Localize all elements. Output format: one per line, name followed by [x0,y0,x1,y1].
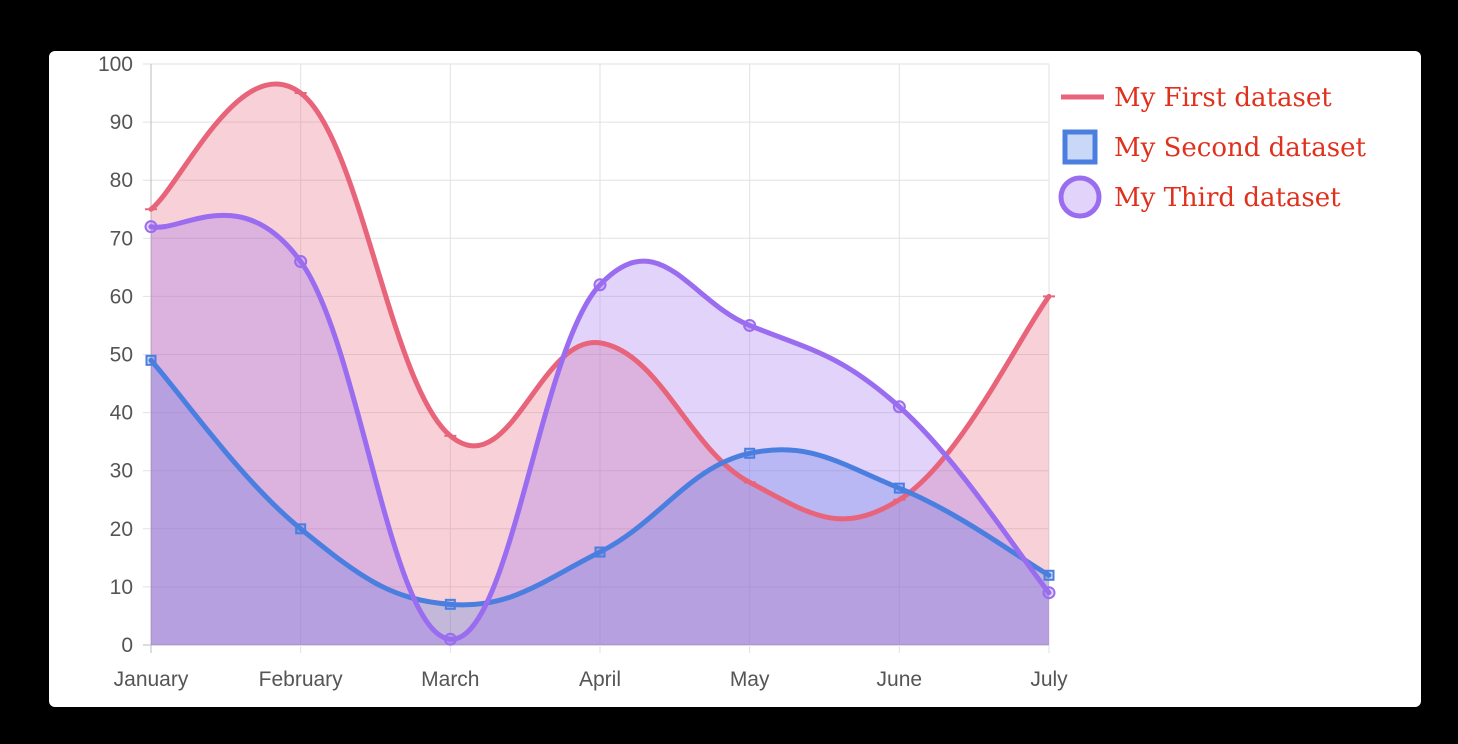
series-points [144,92,1056,646]
legend-swatch-circle [1058,175,1102,219]
y-tick-label: 0 [121,634,133,657]
data-point [593,278,607,292]
data-point [443,632,457,646]
legend-label: My Second dataset [1114,133,1366,163]
y-axis: 0 10 20 30 40 50 60 70 80 90 100 [98,53,133,657]
data-point [1042,586,1056,600]
data-point [892,400,906,414]
chart-card: 0 10 20 30 40 50 60 70 80 90 100 January February Ma… [49,51,1421,707]
data-point [295,523,307,535]
y-tick-label: 30 [110,460,133,483]
series-area [151,83,1049,645]
y-tick-label: 80 [110,169,133,192]
y-tick-label: 10 [110,576,133,599]
legend-label: My Third dataset [1114,183,1341,213]
data-point [743,318,757,332]
data-point [594,546,606,558]
y-tick-label: 50 [110,344,133,367]
legend-label: My First dataset [1114,83,1332,113]
x-tick-label: July [1030,668,1068,691]
data-point [893,482,905,494]
y-tick-label: 20 [110,518,133,541]
grid-lines [143,63,1050,653]
legend-swatch-square [1062,129,1098,165]
x-tick-label: May [730,668,770,691]
data-point [145,354,157,366]
data-point [144,220,158,234]
x-tick-label: January [114,668,189,691]
y-tick-label: 90 [110,111,133,134]
y-tick-label: 100 [98,53,133,76]
legend: My First dataset My Second dataset My Thir… [1058,83,1366,219]
line-chart: 0 10 20 30 40 50 60 70 80 90 100 January February Ma… [98,53,1367,691]
x-tick-label: April [579,668,621,691]
x-axis: January February March April May June July [114,668,1069,691]
data-point [444,598,456,610]
series-line [148,212,1052,642]
y-tick-label: 60 [110,285,133,308]
series-line [148,357,1052,608]
series-area [151,360,1049,645]
data-point [1043,569,1055,581]
x-tick-label: February [259,668,344,691]
x-tick-label: June [877,668,923,691]
series-area [151,215,1049,645]
series-areas [151,83,1049,645]
y-tick-label: 70 [110,227,133,250]
y-tick-label: 40 [110,402,133,425]
data-point [294,255,308,269]
x-tick-label: March [421,668,479,691]
data-point [744,447,756,459]
